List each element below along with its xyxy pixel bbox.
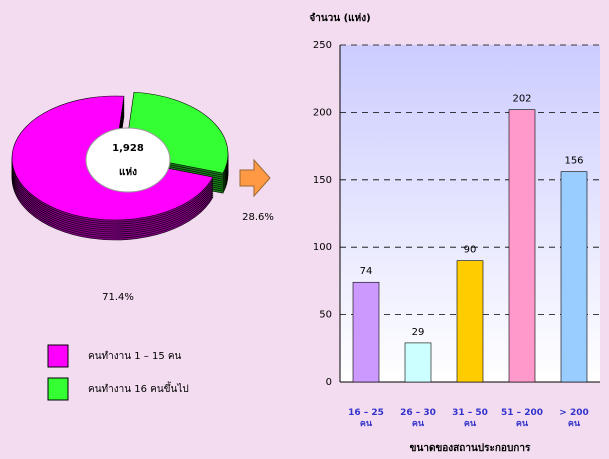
bar [560,171,588,383]
value-label: 74 [360,266,373,277]
value-label: 90 [464,245,477,256]
y-tick-label: 100 [313,242,332,253]
bar [404,342,432,383]
legend-swatch [47,344,69,368]
legend-label: คนทำงาน 1 – 15 คน [88,351,182,362]
center-label: แห่ง [119,166,137,178]
y-tick-label: 200 [313,107,332,118]
value-label: 28.6% [242,212,274,223]
legend-label: คนทำงาน 16 คนขึ้นไป [88,381,189,395]
y-tick-label: 250 [313,40,332,51]
bar [352,281,380,383]
x-tick-label: 31 – 50 คน [452,408,488,429]
x-axis-title: ขนาดของสถานประกอบการ [410,442,531,454]
x-tick-label: 16 – 25 คน [348,408,384,429]
y-axis-title: จำนวน (แห่ง) [309,12,370,24]
value-label: 71.4% [102,292,134,303]
x-tick-label: 51 – 200 คน [500,408,544,429]
center-badge [85,127,171,193]
y-tick-label: 150 [313,175,332,186]
value-label: 202 [512,94,531,105]
x-tick-label: 26 – 30 คน [400,408,436,429]
y-tick-label: 0 [326,377,332,388]
value-label: 29 [412,327,425,338]
center-label: 1,928 [112,143,144,154]
bar [456,260,484,383]
value-label: 156 [564,156,583,167]
y-tick-label: 50 [319,310,332,321]
legend-swatch [47,377,69,401]
bar [508,109,536,383]
arrow [239,158,271,198]
x-tick-label: > 200 คน [559,408,589,429]
